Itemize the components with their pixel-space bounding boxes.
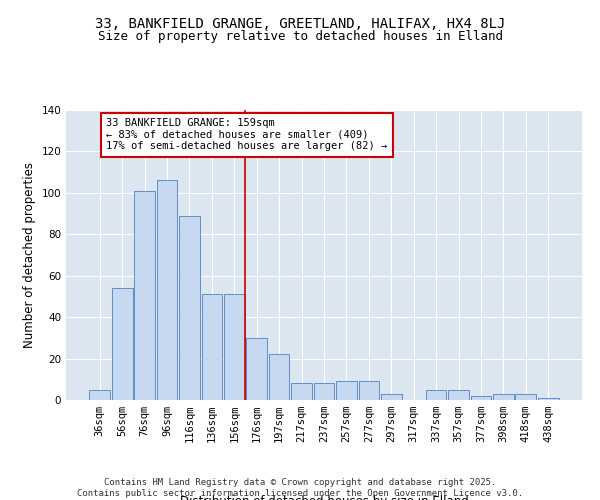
Bar <box>381 394 401 400</box>
Bar <box>515 394 536 400</box>
Bar <box>202 294 222 400</box>
Bar <box>493 394 514 400</box>
Bar <box>538 398 559 400</box>
Bar <box>359 382 379 400</box>
Bar <box>336 382 357 400</box>
X-axis label: Distribution of detached houses by size in Elland: Distribution of detached houses by size … <box>179 495 469 500</box>
Bar <box>269 354 289 400</box>
Text: 33 BANKFIELD GRANGE: 159sqm
← 83% of detached houses are smaller (409)
17% of se: 33 BANKFIELD GRANGE: 159sqm ← 83% of det… <box>106 118 388 152</box>
Bar <box>224 294 245 400</box>
Bar <box>448 390 469 400</box>
Bar <box>247 338 267 400</box>
Bar <box>426 390 446 400</box>
Bar <box>470 396 491 400</box>
Bar <box>291 384 312 400</box>
Bar <box>89 390 110 400</box>
Text: 33, BANKFIELD GRANGE, GREETLAND, HALIFAX, HX4 8LJ: 33, BANKFIELD GRANGE, GREETLAND, HALIFAX… <box>95 18 505 32</box>
Bar <box>134 191 155 400</box>
Bar <box>157 180 178 400</box>
Text: Size of property relative to detached houses in Elland: Size of property relative to detached ho… <box>97 30 503 43</box>
Bar <box>314 384 334 400</box>
Bar <box>179 216 200 400</box>
Y-axis label: Number of detached properties: Number of detached properties <box>23 162 36 348</box>
Text: Contains HM Land Registry data © Crown copyright and database right 2025.
Contai: Contains HM Land Registry data © Crown c… <box>77 478 523 498</box>
Bar <box>112 288 133 400</box>
